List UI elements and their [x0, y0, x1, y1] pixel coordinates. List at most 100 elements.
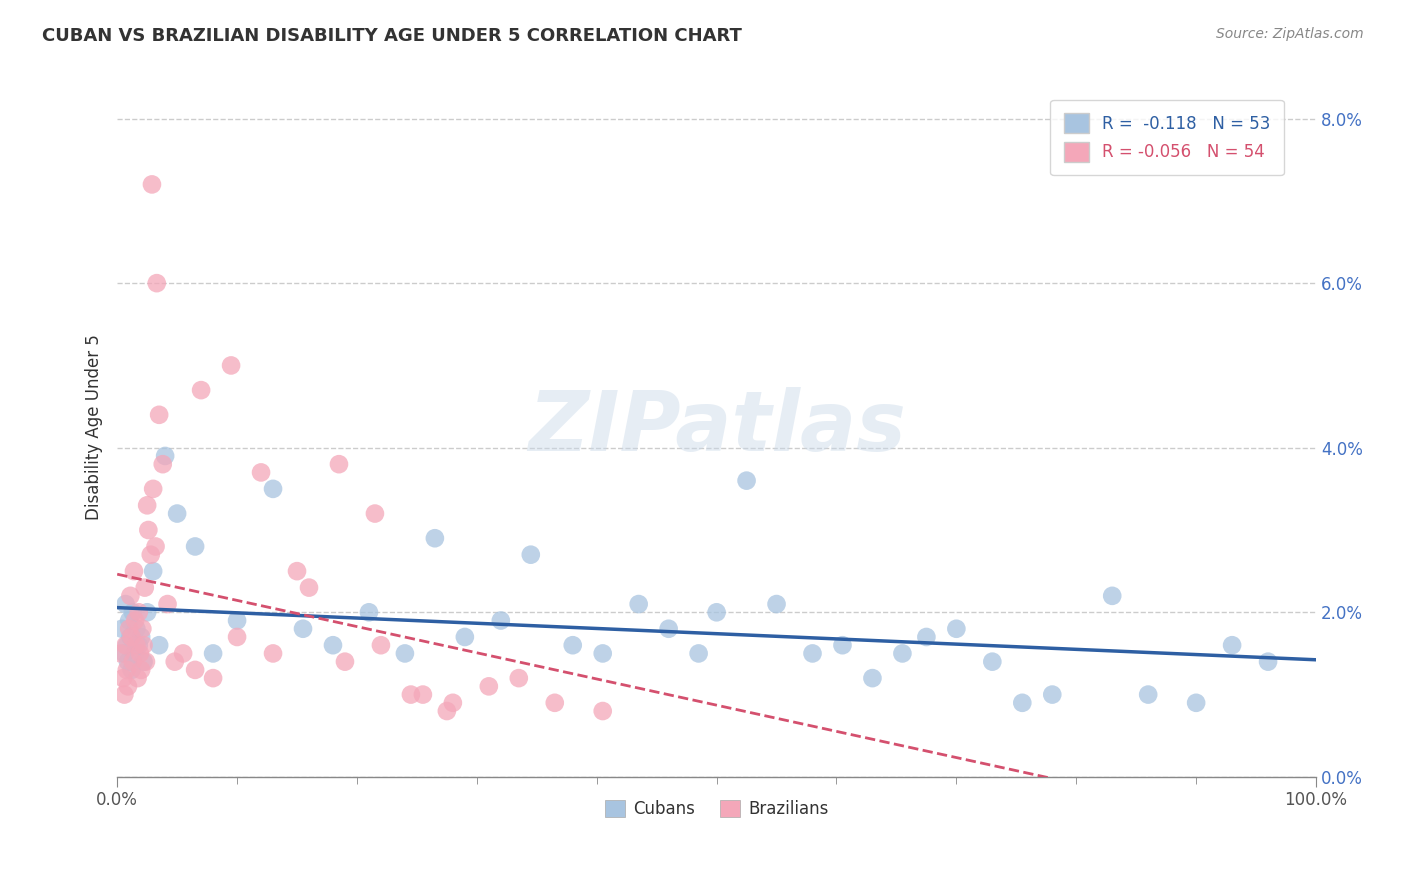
Point: [115, 663, 138, 677]
Point: [292, 622, 315, 636]
Point: [202, 671, 225, 685]
Point: [139, 548, 162, 562]
Point: [412, 688, 434, 702]
Point: [436, 704, 458, 718]
Point: [166, 507, 188, 521]
Point: [801, 647, 824, 661]
Legend: Cubans, Brazilians: Cubans, Brazilians: [598, 793, 835, 824]
Text: CUBAN VS BRAZILIAN DISABILITY AGE UNDER 5 CORRELATION CHART: CUBAN VS BRAZILIAN DISABILITY AGE UNDER …: [42, 27, 742, 45]
Point: [394, 647, 416, 661]
Point: [163, 655, 186, 669]
Point: [489, 614, 512, 628]
Point: [544, 696, 567, 710]
Point: [136, 605, 159, 619]
Point: [128, 605, 150, 619]
Point: [1137, 688, 1160, 702]
Point: [831, 638, 853, 652]
Point: [627, 597, 650, 611]
Point: [250, 466, 273, 480]
Point: [328, 457, 350, 471]
Point: [226, 614, 249, 628]
Point: [111, 622, 134, 636]
Point: [765, 597, 787, 611]
Point: [124, 647, 146, 661]
Point: [129, 630, 152, 644]
Point: [120, 630, 142, 644]
Point: [135, 655, 157, 669]
Point: [118, 614, 141, 628]
Point: [370, 638, 392, 652]
Point: [262, 647, 284, 661]
Point: [423, 531, 446, 545]
Point: [184, 540, 207, 554]
Point: [125, 638, 148, 652]
Point: [399, 688, 422, 702]
Point: [184, 663, 207, 677]
Point: [122, 564, 145, 578]
Point: [226, 630, 249, 644]
Point: [153, 449, 176, 463]
Point: [735, 474, 758, 488]
Point: [945, 622, 967, 636]
Point: [202, 647, 225, 661]
Point: [132, 638, 155, 652]
Point: [145, 540, 167, 554]
Point: [658, 622, 681, 636]
Text: Source: ZipAtlas.com: Source: ZipAtlas.com: [1216, 27, 1364, 41]
Point: [219, 359, 242, 373]
Point: [592, 647, 614, 661]
Point: [121, 605, 143, 619]
Point: [112, 671, 135, 685]
Point: [322, 638, 344, 652]
Point: [121, 663, 143, 677]
Point: [141, 178, 163, 192]
Point: [891, 647, 914, 661]
Point: [134, 581, 156, 595]
Point: [112, 647, 135, 661]
Point: [142, 482, 165, 496]
Point: [298, 581, 321, 595]
Point: [152, 457, 174, 471]
Point: [121, 655, 143, 669]
Point: [688, 647, 710, 661]
Point: [142, 564, 165, 578]
Point: [131, 622, 153, 636]
Point: [1101, 589, 1123, 603]
Point: [1257, 655, 1279, 669]
Point: [172, 647, 194, 661]
Point: [136, 499, 159, 513]
Point: [357, 605, 380, 619]
Point: [1040, 688, 1063, 702]
Point: [148, 408, 170, 422]
Point: [262, 482, 284, 496]
Point: [118, 622, 141, 636]
Point: [148, 638, 170, 652]
Point: [112, 688, 135, 702]
Point: [115, 638, 138, 652]
Point: [508, 671, 530, 685]
Point: [117, 679, 139, 693]
Point: [561, 638, 583, 652]
Point: [114, 638, 136, 652]
Point: [132, 655, 155, 669]
Point: [454, 630, 477, 644]
Point: [128, 638, 150, 652]
Point: [121, 630, 143, 644]
Point: [862, 671, 884, 685]
Point: [441, 696, 464, 710]
Point: [285, 564, 308, 578]
Y-axis label: Disability Age Under 5: Disability Age Under 5: [86, 334, 103, 520]
Point: [145, 276, 167, 290]
Point: [138, 523, 160, 537]
Point: [1220, 638, 1243, 652]
Point: [1011, 696, 1033, 710]
Point: [706, 605, 728, 619]
Point: [114, 597, 136, 611]
Point: [915, 630, 938, 644]
Point: [592, 704, 614, 718]
Text: ZIPatlas: ZIPatlas: [527, 386, 905, 467]
Point: [124, 614, 146, 628]
Point: [127, 671, 149, 685]
Point: [520, 548, 543, 562]
Point: [190, 383, 212, 397]
